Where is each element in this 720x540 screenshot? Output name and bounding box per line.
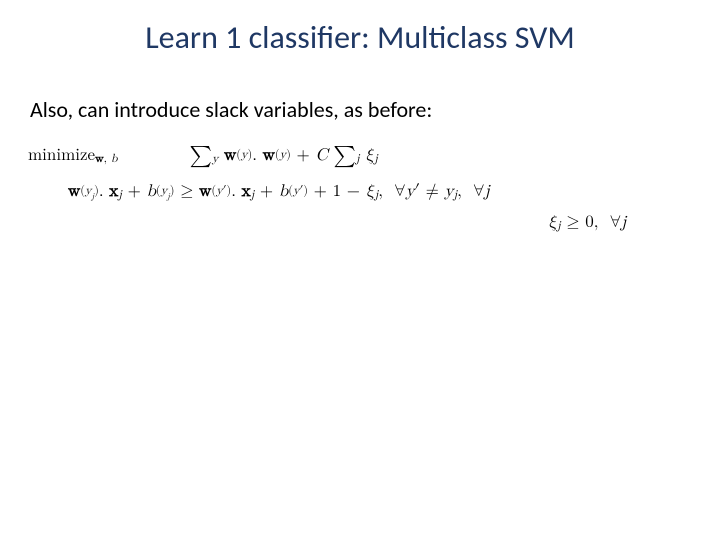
- zero: 0: [585, 209, 594, 236]
- dot3: .: [231, 178, 236, 205]
- w-sup-y: (y): [236, 146, 252, 166]
- w-vec-2: w: [263, 142, 275, 169]
- regularization-C: C: [315, 142, 327, 169]
- sum-index-y: y: [212, 150, 218, 169]
- ne-icon: ≠: [426, 178, 439, 205]
- slide-subtitle: Also, can introduce slack variables, as …: [30, 96, 432, 123]
- b-sup-yprime: (y′): [288, 182, 308, 202]
- comma4: ,: [594, 209, 599, 236]
- math-objective: minimize w, b ∑ y w (y) . w (y) + C ∑ j …: [28, 138, 626, 172]
- comma3: ,: [457, 178, 462, 205]
- sum-icon-2: ∑: [333, 140, 355, 174]
- b-lhs: b: [146, 178, 155, 205]
- w-sup-y-2: (y): [275, 146, 291, 166]
- w-vec-lhs: w: [68, 178, 80, 205]
- b-sub: b: [111, 153, 118, 165]
- x-vec: x: [109, 178, 118, 205]
- rp-icon: ): [247, 149, 252, 161]
- xi: ξ: [365, 142, 374, 169]
- x-sub-j: j: [118, 186, 122, 205]
- rp5: ): [226, 185, 231, 197]
- sum-index-j: j: [356, 150, 360, 169]
- w-sup-yj: (yj): [80, 182, 99, 202]
- prime3: ′: [415, 178, 420, 205]
- j-forall: j: [453, 186, 457, 205]
- comma-icon: ,: [104, 153, 107, 165]
- minus-icon: −: [347, 178, 360, 205]
- xi-sub-j: j: [374, 150, 378, 169]
- plus3: +: [260, 178, 273, 205]
- w-sub: w: [95, 153, 104, 165]
- rp4: ): [170, 185, 175, 197]
- j-lhs: j: [92, 192, 95, 201]
- sum-icon: ∑: [190, 140, 212, 174]
- dot2: .: [99, 178, 104, 205]
- rp-icon-2: ): [286, 149, 291, 161]
- rp3: ): [94, 185, 99, 197]
- one: 1: [333, 178, 342, 205]
- forall-icon-2: ∀: [473, 178, 484, 205]
- forall-icon: ∀: [394, 178, 405, 205]
- slide: Learn 1 classifier: Multiclass SVM Also,…: [0, 0, 720, 540]
- rp6: ): [303, 185, 308, 197]
- xi-sub-j-2: j: [375, 186, 379, 205]
- w-vec-rhs: w: [199, 178, 211, 205]
- ge-icon: ≥: [180, 178, 193, 205]
- math-constraint-nonneg: ξ j ≥ 0 , ∀ j: [28, 209, 626, 236]
- w-sup-yprime: (y′): [211, 182, 231, 202]
- j-lhs2: j: [167, 192, 170, 201]
- j-forall-3: j: [621, 209, 626, 236]
- forall-icon-3: ∀: [610, 209, 621, 236]
- plus2: +: [128, 178, 141, 205]
- b-sup-yj: (yj): [156, 182, 175, 202]
- plus-icon: +: [297, 142, 310, 169]
- plus4: +: [314, 178, 327, 205]
- xi-sub-j-3: j: [557, 217, 561, 236]
- comma2: ,: [378, 178, 383, 205]
- minimize-word: minimize: [28, 142, 95, 169]
- xi-2: ξ: [366, 178, 375, 205]
- x-sub-j-2: j: [251, 186, 255, 205]
- xi-3: ξ: [548, 209, 557, 236]
- y-lhs: y: [85, 185, 91, 197]
- b-rhs: b: [279, 178, 288, 205]
- slide-title: Learn 1 classifier: Multiclass SVM: [0, 18, 720, 57]
- y-forall: y: [406, 178, 415, 205]
- x-vec-2: x: [242, 178, 251, 205]
- w-vec: w: [224, 142, 236, 169]
- ge-icon-2: ≥: [566, 209, 579, 236]
- dot-icon: .: [252, 142, 257, 169]
- math-constraint-main: w (yj) . x j + b (yj) ≥ w (y′) . x j + b…: [28, 178, 626, 205]
- minimize-subscript: w, b: [95, 150, 117, 169]
- j-forall-2: j: [484, 178, 489, 205]
- math-formulation: minimize w, b ∑ y w (y) . w (y) + C ∑ j …: [28, 138, 626, 236]
